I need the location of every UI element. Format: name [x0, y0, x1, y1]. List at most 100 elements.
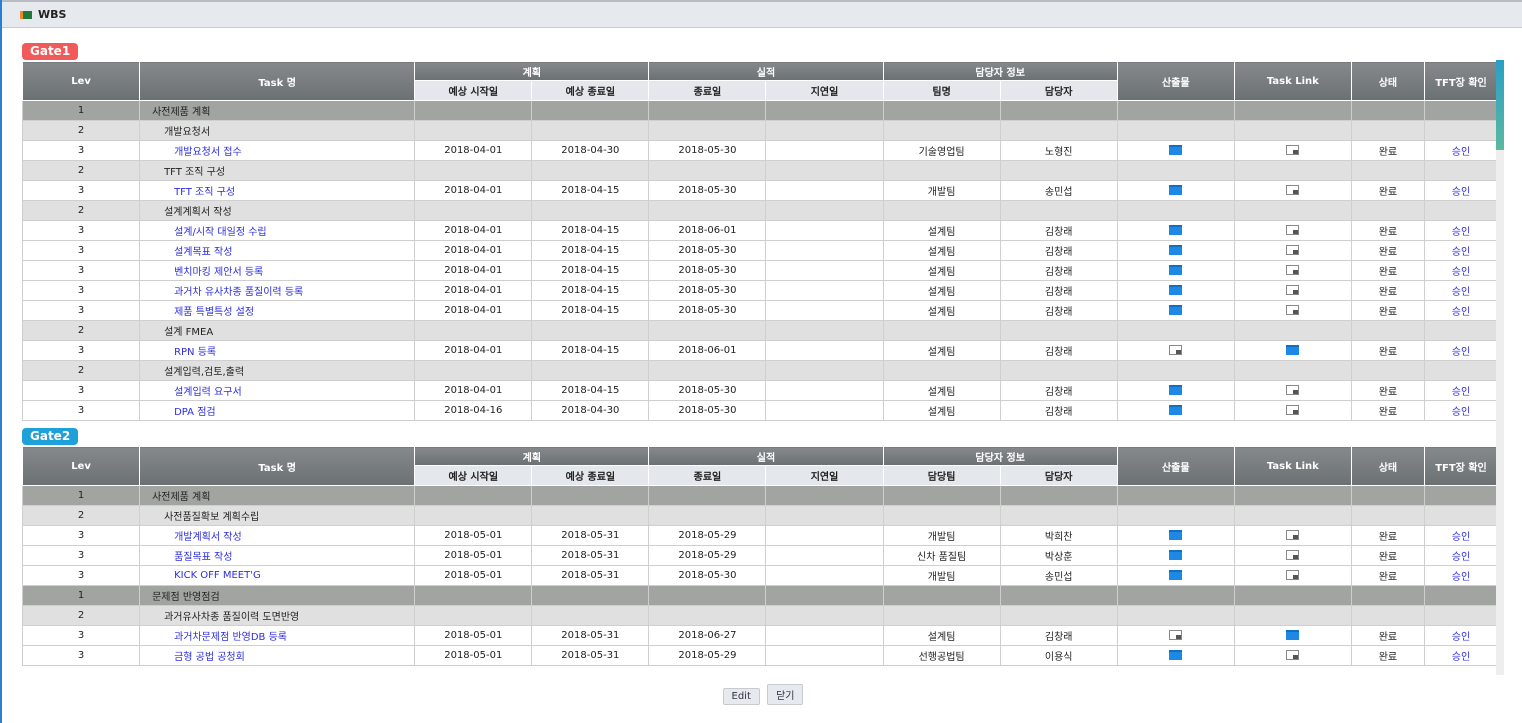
delay-days — [765, 100, 884, 121]
task-name: 문제점 반영점검 — [139, 585, 416, 606]
folder-empty-icon[interactable] — [1286, 570, 1300, 580]
tft-approval-link[interactable]: 승인 — [1423, 220, 1499, 241]
tft-approval-link[interactable]: 승인 — [1423, 340, 1499, 361]
tft-approval-link[interactable]: 승인 — [1423, 525, 1499, 546]
tft-approval-link[interactable]: 승인 — [1423, 280, 1499, 301]
scrollbar-thumb[interactable] — [1496, 60, 1504, 150]
folder-empty-icon[interactable] — [1286, 245, 1300, 255]
folder-filled-icon[interactable] — [1169, 185, 1183, 195]
tft-approval-link[interactable]: 승인 — [1423, 400, 1499, 421]
person-name — [999, 360, 1118, 381]
artifact-cell — [1116, 400, 1235, 421]
folder-empty-icon[interactable] — [1286, 145, 1300, 155]
column-header-actual-end: 종료일 — [648, 465, 767, 486]
task-name[interactable]: KICK OFF MEET'G — [139, 565, 416, 586]
status-cell: 완료 — [1350, 340, 1425, 361]
task-name[interactable]: 제품 특별특성 설정 — [139, 300, 416, 321]
folder-filled-icon[interactable] — [1169, 570, 1183, 580]
task-name[interactable]: 과거차문제점 반영DB 등록 — [139, 625, 416, 646]
task-link-cell — [1233, 545, 1352, 566]
actual-end-date — [648, 320, 767, 341]
task-name: 설계입력,검토,출력 — [139, 360, 416, 381]
folder-filled-icon[interactable] — [1169, 265, 1183, 275]
table-row: 3 DPA 점검 2018-04-16 2018-04-30 2018-05-30 설계팀… — [21, 400, 1499, 421]
tft-approval-link[interactable]: 승인 — [1423, 180, 1499, 201]
column-header-actual: 실적 — [648, 61, 884, 81]
level-cell: 3 — [21, 220, 141, 241]
folder-empty-icon[interactable] — [1286, 225, 1300, 235]
folder-filled-icon[interactable] — [1169, 225, 1183, 235]
folder-empty-icon[interactable] — [1169, 630, 1183, 640]
folder-filled-icon[interactable] — [1286, 630, 1300, 640]
task-name[interactable]: 개발계획서 작성 — [139, 525, 416, 546]
folder-filled-icon[interactable] — [1169, 530, 1183, 540]
planned-start-date — [414, 120, 533, 141]
task-link-cell — [1233, 260, 1352, 281]
column-header-lev: Lev — [21, 61, 141, 101]
status-cell: 완료 — [1350, 260, 1425, 281]
folder-empty-icon[interactable] — [1286, 385, 1300, 395]
folder-filled-icon[interactable] — [1169, 305, 1183, 315]
folder-empty-icon[interactable] — [1286, 185, 1300, 195]
actual-end-date — [648, 605, 767, 626]
folder-empty-icon[interactable] — [1286, 550, 1300, 560]
folder-empty-icon[interactable] — [1286, 265, 1300, 275]
task-name[interactable]: 벤치마킹 제안서 등록 — [139, 260, 416, 281]
tft-approval-link[interactable]: 승인 — [1423, 625, 1499, 646]
folder-filled-icon[interactable] — [1286, 345, 1300, 355]
folder-empty-icon[interactable] — [1286, 285, 1300, 295]
person-name — [999, 605, 1118, 626]
planned-end-date — [531, 360, 650, 381]
tft-approval-link — [1423, 605, 1499, 626]
folder-filled-icon[interactable] — [1169, 145, 1183, 155]
task-name[interactable]: 설계목표 작성 — [139, 240, 416, 261]
task-name: 사전품질확보 계획수립 — [139, 505, 416, 526]
column-header-delay: 지연일 — [765, 465, 884, 486]
task-link-cell — [1233, 320, 1352, 341]
task-name[interactable]: TFT 조직 구성 — [139, 180, 416, 201]
level-cell: 2 — [21, 200, 141, 221]
folder-empty-icon[interactable] — [1286, 305, 1300, 315]
folder-empty-icon[interactable] — [1169, 345, 1183, 355]
folder-filled-icon[interactable] — [1169, 405, 1183, 415]
task-name[interactable]: DPA 점검 — [139, 400, 416, 421]
task-name[interactable]: RPN 등록 — [139, 340, 416, 361]
folder-filled-icon[interactable] — [1169, 245, 1183, 255]
edit-button[interactable]: Edit — [722, 688, 760, 705]
tft-approval-link[interactable]: 승인 — [1423, 565, 1499, 586]
task-name[interactable]: 금형 공법 공청회 — [139, 645, 416, 666]
task-name[interactable]: 설계입력 요구서 — [139, 380, 416, 401]
artifact-cell — [1116, 545, 1235, 566]
vertical-scrollbar[interactable] — [1496, 60, 1504, 675]
folder-filled-icon[interactable] — [1169, 285, 1183, 295]
tft-approval-link[interactable]: 승인 — [1423, 545, 1499, 566]
artifact-cell — [1116, 525, 1235, 546]
folder-filled-icon[interactable] — [1169, 385, 1183, 395]
level-cell: 3 — [21, 300, 141, 321]
level-cell: 3 — [21, 280, 141, 301]
planned-end-date — [531, 100, 650, 121]
folder-empty-icon[interactable] — [1286, 530, 1300, 540]
status-cell — [1350, 505, 1425, 526]
folder-filled-icon[interactable] — [1169, 550, 1183, 560]
close-button[interactable]: 닫기 — [767, 684, 804, 705]
delay-days — [765, 380, 884, 401]
folder-empty-icon[interactable] — [1286, 650, 1300, 660]
tft-approval-link[interactable]: 승인 — [1423, 140, 1499, 161]
task-name[interactable]: 품질목표 작성 — [139, 545, 416, 566]
planned-start-date: 2018-04-01 — [414, 220, 533, 241]
task-name[interactable]: 설계/시작 대일정 수립 — [139, 220, 416, 241]
tft-approval-link[interactable]: 승인 — [1423, 380, 1499, 401]
folder-filled-icon[interactable] — [1169, 650, 1183, 660]
person-name: 김창래 — [999, 220, 1118, 241]
tft-approval-link[interactable]: 승인 — [1423, 300, 1499, 321]
tft-approval-link[interactable]: 승인 — [1423, 260, 1499, 281]
tft-approval-link[interactable]: 승인 — [1423, 645, 1499, 666]
tft-approval-link[interactable]: 승인 — [1423, 240, 1499, 261]
task-name[interactable]: 과거차 유사차종 품질이력 등록 — [139, 280, 416, 301]
task-link-cell — [1233, 525, 1352, 546]
task-name[interactable]: 개발요청서 접수 — [139, 140, 416, 161]
table-row: 3 개발계획서 작성 2018-05-01 2018-05-31 2018-05-29 개… — [21, 525, 1499, 546]
folder-empty-icon[interactable] — [1286, 405, 1300, 415]
status-cell — [1350, 100, 1425, 121]
